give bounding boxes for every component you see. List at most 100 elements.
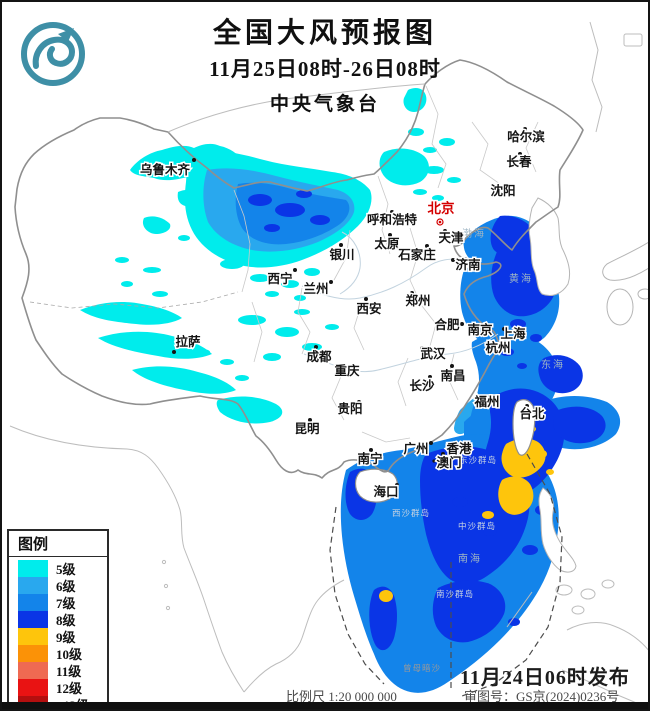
city-label: 南昌 [440,368,465,383]
city-label: 重庆 [334,363,360,378]
city-dot [518,152,522,156]
legend-swatch-7 [18,594,48,611]
china-boundary [14,59,584,479]
sea-label: 东海 [541,358,565,371]
city-dot [388,233,392,237]
logo-ring [21,22,85,86]
legend-label: 7级 [56,596,76,611]
forecast-period: 11月25日08时-26日08时 [209,57,441,81]
capital-marker [436,218,444,226]
city-dot [441,452,445,456]
city-label: 西宁 [267,271,292,286]
philippines-luzon [538,487,577,573]
city-dot [451,258,455,262]
island-label: 中沙群岛 [458,521,496,531]
sea-labels: 渤海 黄海 东海 南海 东沙群岛 西沙群岛 中沙群岛 南沙群岛 曾母暗沙 [392,227,565,673]
bottom-border-bar [2,702,648,709]
sea-label: 黄海 [509,272,533,285]
legend: 图例 5级 6级 7级 8级 9级 10级 11级 [7,529,109,709]
legend-label: 9级 [56,630,76,645]
city-dot [460,322,464,326]
korea-peninsula [528,197,571,297]
legend-label: 12级 [56,681,83,696]
city-dot [390,210,394,214]
capital-label: 北京 [428,200,455,216]
south-china-sea-dash-line [329,453,563,697]
page-title: 全国大风预报图 [212,18,437,49]
city-label: 呼和浩特 [367,212,418,227]
legend-label: 5级 [56,562,76,577]
city-label: 南京 [467,322,493,337]
legend-label: 10级 [56,647,83,662]
cma-logo [21,22,85,86]
city-label: 石家庄 [397,247,436,262]
city-dot [425,244,429,248]
city-label: 乌鲁木齐 [140,162,191,177]
city-label: 长春 [506,154,532,169]
logo-dragon-swirl [32,36,76,69]
province-boundaries [29,85,539,443]
city-dot [410,291,414,295]
city-markers: 乌鲁木齐 哈尔滨 长春 沈阳 呼和浩特 天津 太原 石家庄 济南 银川 西宁 兰… [138,127,547,501]
legend-row: 12级 [9,679,107,696]
city-dot [489,340,493,344]
city-label: 兰州 [303,281,328,296]
legend-swatch-10 [18,645,48,662]
city-label: 广州 [403,441,428,456]
city-label: 郑州 [405,293,430,308]
hainan-island [354,468,398,503]
legend-row: 10级 [9,645,107,662]
japan-island-small [637,288,648,300]
city-label: 哈尔滨 [507,129,545,144]
city-label: 成都 [306,349,332,364]
sea-label: 渤海 [462,227,486,240]
city-label: 香港 [445,441,472,456]
city-label: 银川 [329,247,354,262]
issuing-agency: 中央气象台 [269,94,380,115]
city-dot [420,346,424,350]
legend-label: 8级 [56,613,76,628]
city-dot [432,459,436,463]
city-dot [364,297,368,301]
foreign-landmasses [528,197,648,573]
rivers [301,231,499,373]
city-dot [335,364,339,368]
city-dot [339,243,343,247]
city-label: 福州 [473,394,499,409]
city-dot [395,483,399,487]
city-label: 合肥 [434,317,460,332]
island-label: 东沙群岛 [459,455,497,465]
legend-swatch-11 [18,662,48,679]
city-label: 西安 [356,301,381,316]
legend-row: 11级 [9,662,107,679]
city-dot [504,183,508,187]
legend-row: 5级 [9,560,107,577]
legend-row: 6级 [9,577,107,594]
city-dot [428,375,432,379]
legend-swatch-5 [18,560,48,577]
legend-swatch-12 [18,679,48,696]
city-dot [523,127,527,131]
city-label: 杭州 [485,340,510,355]
japan-kyushu [606,288,634,326]
city-label: 沈阳 [490,183,515,198]
city-dot [429,441,433,445]
city-label: 贵阳 [337,401,362,416]
city-dot [357,400,361,404]
city-label: 天津 [438,230,464,245]
legend-row: 8级 [9,611,107,628]
city-dot [525,404,529,408]
legend-swatch-6 [18,577,48,594]
japan-honshu [602,241,648,281]
city-label: 拉萨 [175,334,201,349]
city-dot [476,395,480,399]
issue-time: 11月24日06时发布 [460,667,630,689]
city-label: 海口 [373,484,398,499]
legend-swatch-8 [18,611,48,628]
island-label: 西沙群岛 [392,508,430,518]
city-label: 长沙 [409,378,435,393]
city-label: 昆明 [294,421,319,436]
city-dot [502,327,506,331]
